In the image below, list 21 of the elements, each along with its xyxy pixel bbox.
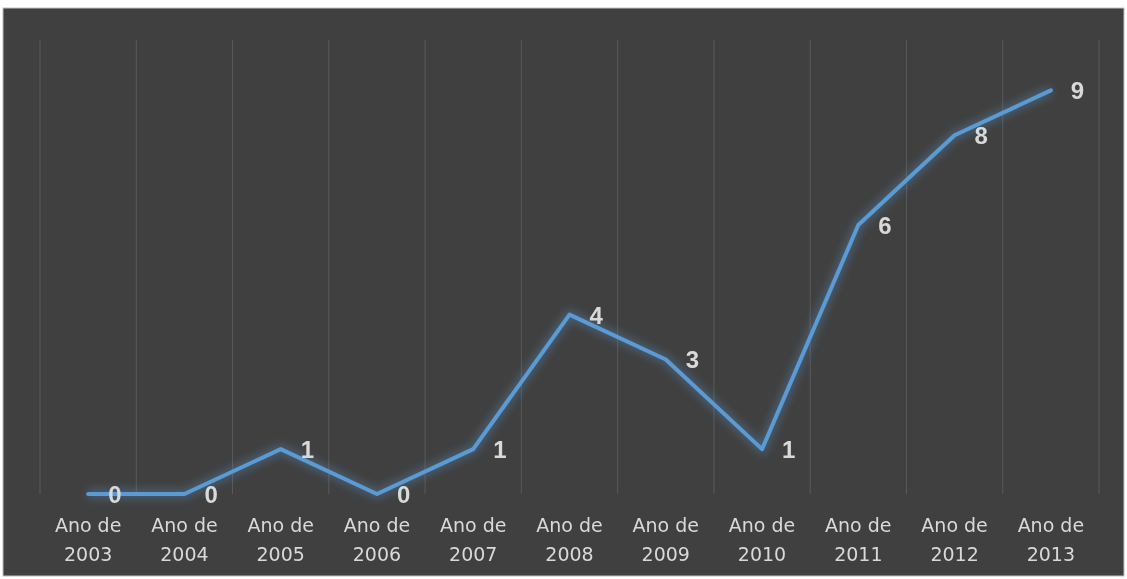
x-tick-label: Ano de 2008 [536,514,603,565]
x-tick-label: Ano de 2004 [151,514,218,565]
x-tick-label: Ano de 2007 [439,514,507,565]
x-tick-label: Ano de 2009 [632,514,700,565]
x-tick-label: Ano de 2013 [1017,514,1085,565]
data-label: 3 [685,346,700,374]
data-label: 8 [974,122,988,150]
data-label: 0 [396,481,411,508]
x-tick-label: Ano de 2010 [728,514,796,565]
data-label: 4 [589,301,604,329]
x-tick-label: Ano de 2012 [921,514,988,565]
data-label: 1 [493,436,507,464]
x-tick-label: Ano de 2005 [247,514,314,565]
data-label: 0 [204,481,218,508]
x-tick-label: Ano de 2003 [54,514,122,565]
data-label: 1 [782,436,796,464]
x-tick-label: Ano de 2006 [343,514,411,565]
data-label: 9 [1070,77,1085,105]
data-label: 6 [878,211,892,239]
data-label: 1 [300,436,315,464]
x-tick-label: Ano de 2011 [825,514,892,565]
